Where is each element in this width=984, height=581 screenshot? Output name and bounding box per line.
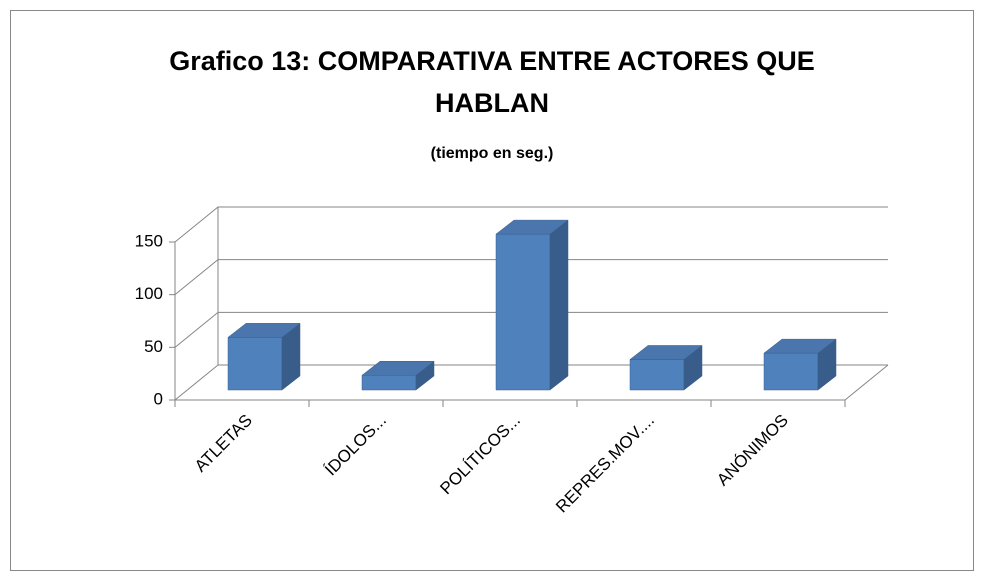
bar — [763, 338, 837, 391]
grid-line — [174, 206, 888, 243]
x-tick-label: ANÓNIMOS — [713, 411, 792, 490]
bar — [495, 219, 569, 391]
bar-top — [629, 345, 703, 360]
grid-line — [174, 259, 888, 296]
bar-top — [763, 338, 837, 354]
bar — [227, 322, 301, 391]
bar-top — [227, 323, 301, 338]
floor-right — [844, 364, 889, 401]
bar-top — [361, 361, 435, 376]
y-tick-label: 50 — [144, 337, 163, 356]
bar-front — [629, 359, 685, 391]
y-tick-label: 150 — [135, 231, 163, 250]
chart-title: Grafico 13: COMPARATIVA ENTRE ACTORES QU… — [169, 46, 815, 118]
y-tick-label: 100 — [135, 284, 163, 303]
chart-subtitle: (tiempo en seg.) — [430, 145, 554, 162]
x-tick-label: POLÍTICOS... — [436, 411, 524, 499]
bar — [629, 344, 703, 391]
bar — [361, 360, 435, 391]
bar-front — [227, 337, 283, 391]
bar-side — [549, 219, 569, 391]
x-tick-label: ÍDOLOS... — [321, 411, 390, 480]
grid-line — [174, 311, 888, 348]
bar-front — [495, 233, 551, 391]
chart-frame — [10, 10, 974, 571]
y-tick-label: 0 — [154, 389, 163, 408]
bar-top — [495, 219, 569, 235]
bar-front — [361, 375, 417, 391]
x-tick-label: REPRES.MOV.... — [552, 411, 658, 517]
x-tick-label: ATLETAS — [191, 411, 256, 476]
bar-front — [763, 352, 819, 391]
